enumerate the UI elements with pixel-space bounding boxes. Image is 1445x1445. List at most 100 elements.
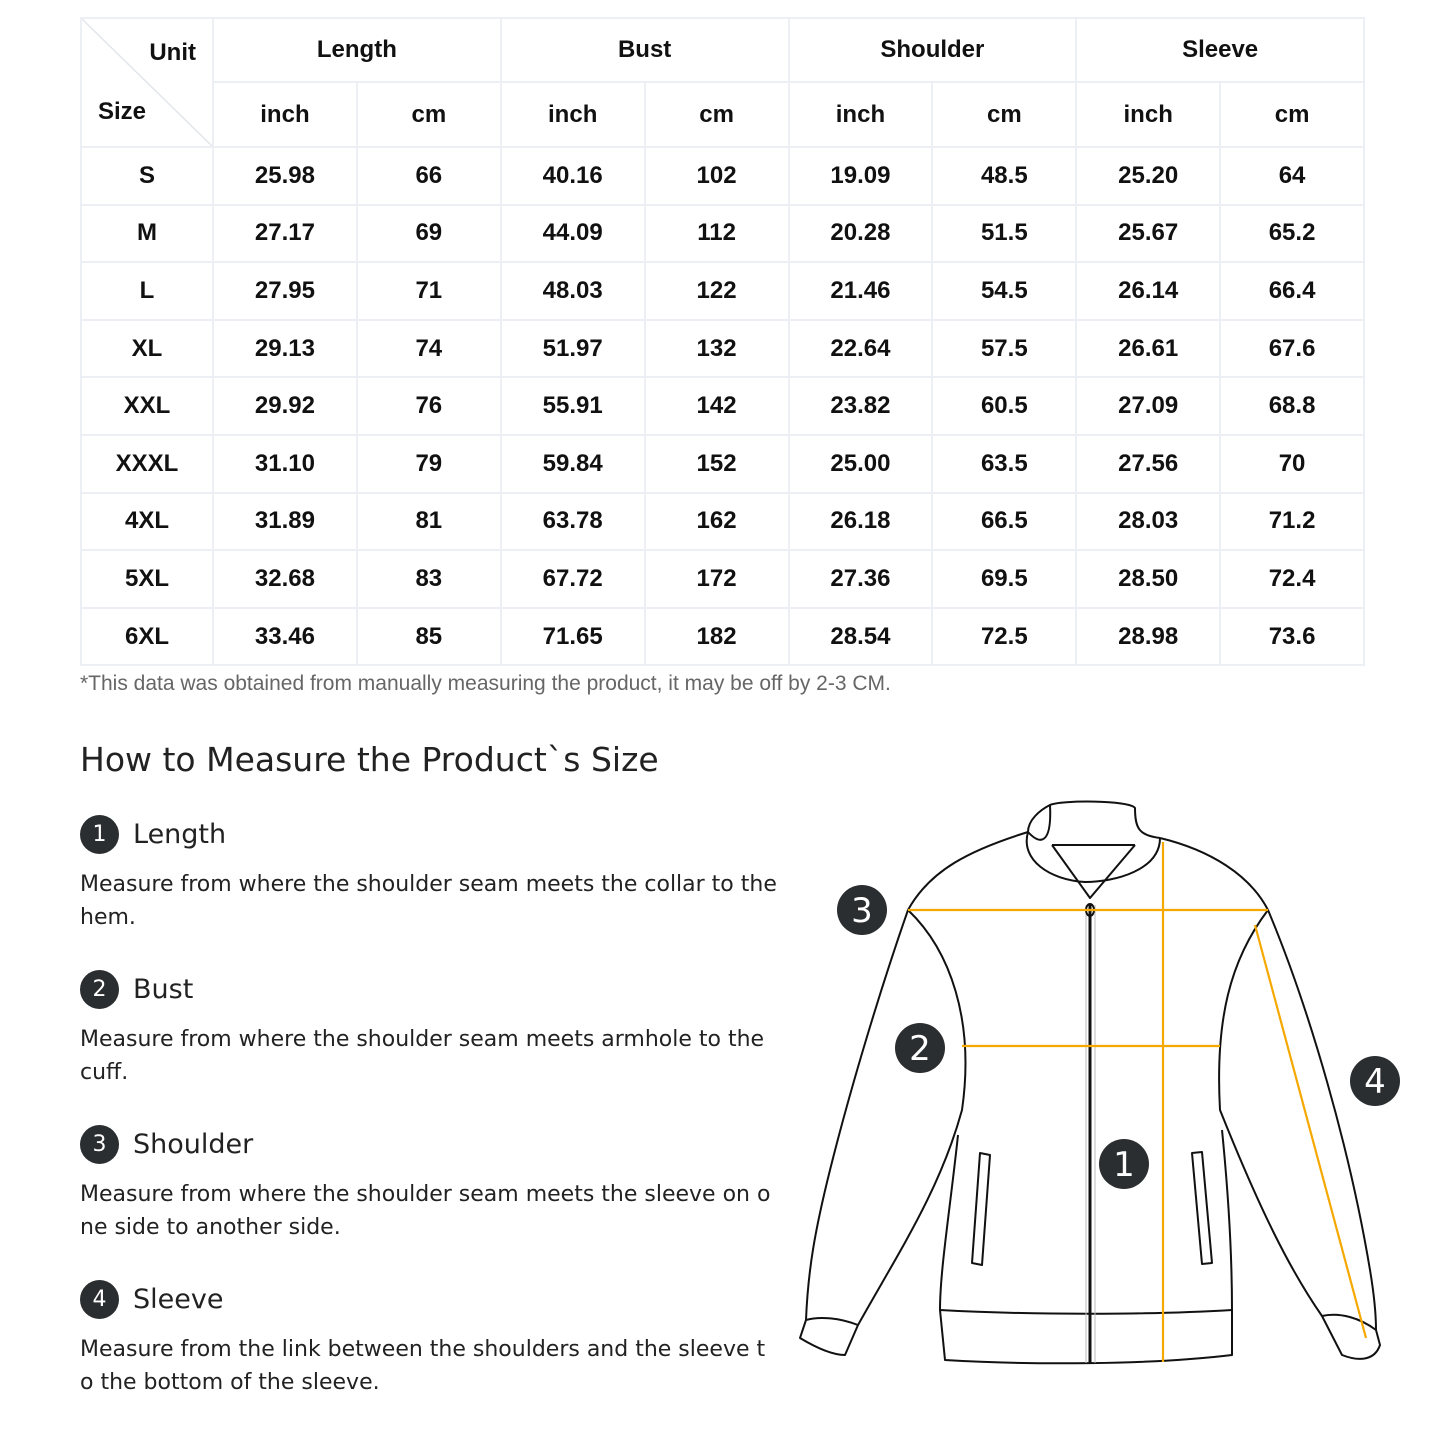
value-cell: 44.09 <box>499 203 646 264</box>
value-cell: 29.92 <box>212 376 358 436</box>
group-header: Length <box>212 17 502 83</box>
marker-3: 3 <box>837 885 887 935</box>
value-cell: 72.5 <box>931 606 1078 667</box>
value-cell: 71 <box>355 261 502 321</box>
value-cell: 67.6 <box>1219 318 1365 379</box>
value-cell: 69.5 <box>931 549 1078 609</box>
table-row: M 27.17 69 44.09 112 20.28 51.5 25.67 65.2 <box>80 203 1365 264</box>
table-row: 4XL 31.89 81 63.78 162 26.18 66.5 28.03 71.2 <box>80 491 1365 552</box>
value-cell: 63.5 <box>931 433 1078 494</box>
value-cell: 67.72 <box>499 549 646 609</box>
size-cell: L <box>80 261 214 321</box>
unit-header: inch <box>499 81 646 148</box>
measure-item-bust: 2 Bust Measure from where the shoulder sea… <box>80 969 780 1089</box>
value-cell: 21.46 <box>787 261 934 321</box>
value-cell: 48.03 <box>499 261 646 321</box>
table-row: XXXL 31.10 79 59.84 152 25.00 63.5 27.56 70 <box>80 433 1365 494</box>
value-cell: 31.89 <box>212 491 358 552</box>
value-cell: 25.00 <box>787 433 934 494</box>
value-cell: 71.2 <box>1219 491 1365 552</box>
value-cell: 70 <box>1219 433 1365 494</box>
value-cell: 40.16 <box>499 146 646 206</box>
value-cell: 65.2 <box>1219 203 1365 264</box>
value-cell: 69 <box>355 203 502 264</box>
marker-4: 4 <box>1350 1056 1400 1106</box>
table-row: 5XL 32.68 83 67.72 172 27.36 69.5 28.50 72.4 <box>80 549 1365 609</box>
value-cell: 60.5 <box>931 376 1078 436</box>
unit-header: cm <box>931 81 1078 148</box>
value-cell: 152 <box>643 433 790 494</box>
value-cell: 26.14 <box>1075 261 1222 321</box>
measure-label: Bust <box>133 973 194 1005</box>
unit-header: cm <box>1219 81 1365 148</box>
unit-header: inch <box>1075 81 1222 148</box>
value-cell: 20.28 <box>787 203 934 264</box>
value-cell: 85 <box>355 606 502 667</box>
table-row: S 25.98 66 40.16 102 19.09 48.5 25.20 64 <box>80 146 1365 206</box>
value-cell: 122 <box>643 261 790 321</box>
value-cell: 142 <box>643 376 790 436</box>
corner-header: Unit Size <box>80 17 214 148</box>
value-cell: 54.5 <box>931 261 1078 321</box>
svg-text:3: 3 <box>851 891 873 931</box>
value-cell: 51.97 <box>499 318 646 379</box>
value-cell: 25.67 <box>1075 203 1222 264</box>
svg-text:4: 4 <box>1364 1062 1386 1102</box>
measurement-note: *This data was obtained from manually me… <box>80 672 891 695</box>
measure-label: Length <box>133 818 227 850</box>
jacket-diagram: 3 2 1 4 <box>799 800 1400 1365</box>
measurement-lines <box>908 842 1368 1362</box>
value-cell: 27.95 <box>212 261 358 321</box>
value-cell: 172 <box>643 549 790 609</box>
value-cell: 74 <box>355 318 502 379</box>
value-cell: 57.5 <box>931 318 1078 379</box>
value-cell: 64 <box>1219 146 1365 206</box>
value-cell: 28.54 <box>787 606 934 667</box>
value-cell: 22.64 <box>787 318 934 379</box>
unit-header: inch <box>212 81 358 148</box>
number-badge: 2 <box>80 969 119 1009</box>
value-cell: 72.4 <box>1219 549 1365 609</box>
size-cell: 6XL <box>80 606 214 667</box>
value-cell: 28.03 <box>1075 491 1222 552</box>
value-cell: 25.98 <box>212 146 358 206</box>
value-cell: 132 <box>643 318 790 379</box>
value-cell: 28.98 <box>1075 606 1222 667</box>
value-cell: 55.91 <box>499 376 646 436</box>
value-cell: 102 <box>643 146 790 206</box>
value-cell: 27.56 <box>1075 433 1222 494</box>
value-cell: 26.61 <box>1075 318 1222 379</box>
value-cell: 59.84 <box>499 433 646 494</box>
size-label: Size <box>98 98 147 125</box>
size-cell: M <box>80 203 214 264</box>
measure-item-shoulder: 3 Shoulder Measure from where the shoulder… <box>80 1124 780 1244</box>
value-cell: 66.4 <box>1219 261 1365 321</box>
value-cell: 23.82 <box>787 376 934 436</box>
value-cell: 79 <box>355 433 502 494</box>
size-cell: S <box>80 146 214 206</box>
unit-label: Unit <box>149 39 196 66</box>
measure-description: Measure from where the shoulder seam mee… <box>80 1182 771 1240</box>
table-row: XL 29.13 74 51.97 132 22.64 57.5 26.61 67.6 <box>80 318 1365 379</box>
value-cell: 71.65 <box>499 606 646 667</box>
value-cell: 25.20 <box>1075 146 1222 206</box>
marker-2: 2 <box>895 1023 945 1073</box>
value-cell: 26.18 <box>787 491 934 552</box>
measure-description: Measure from the link between the should… <box>80 1337 766 1395</box>
value-cell: 48.5 <box>931 146 1078 206</box>
measure-label: Sleeve <box>133 1283 224 1315</box>
number-badge: 1 <box>80 814 119 854</box>
value-cell: 27.17 <box>212 203 358 264</box>
number-badge: 3 <box>80 1124 119 1164</box>
measure-description: Measure from where the shoulder seam mee… <box>80 872 777 930</box>
value-cell: 76 <box>355 376 502 436</box>
value-cell: 63.78 <box>499 491 646 552</box>
unit-header: inch <box>787 81 934 148</box>
table-row: 6XL 33.46 85 71.65 182 28.54 72.5 28.98 73.6 <box>80 606 1365 667</box>
number-badge: 4 <box>80 1279 119 1319</box>
measure-item-length: 1 Length Measure from where the shoulder s… <box>80 814 780 934</box>
value-cell: 66 <box>355 146 502 206</box>
value-cell: 32.68 <box>212 549 358 609</box>
marker-1: 1 <box>1099 1139 1149 1189</box>
value-cell: 19.09 <box>787 146 934 206</box>
